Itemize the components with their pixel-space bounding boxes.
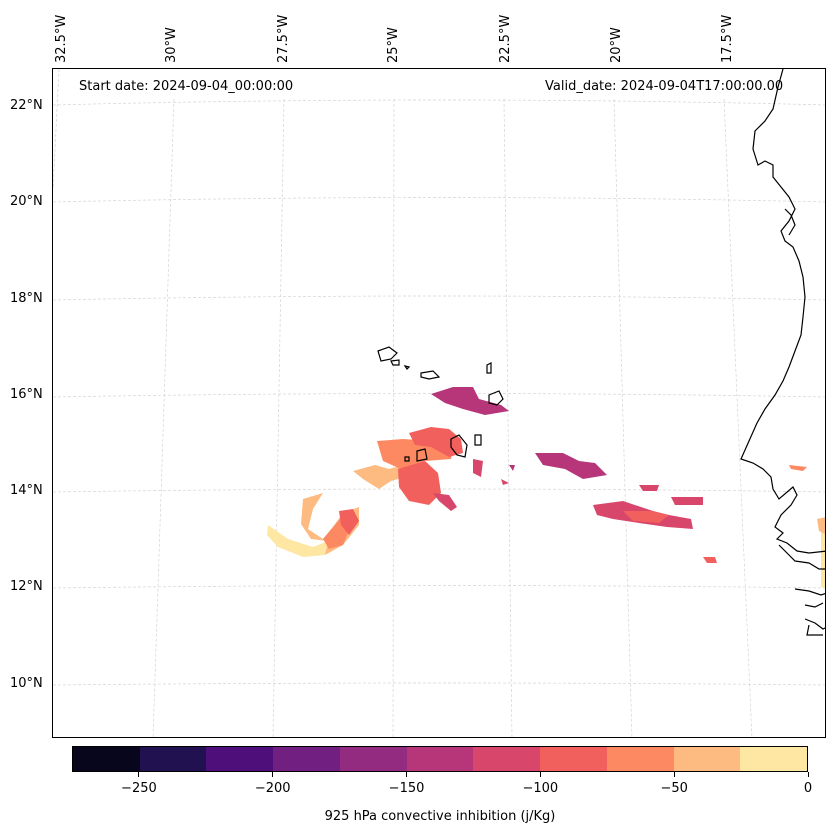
map-canvas [53,69,825,737]
island-maio [474,434,482,446]
cin-patch-coast-orange [789,465,807,471]
colorbar-segment [139,747,207,771]
colorbar-tick-label: −150 [388,781,425,796]
cin-patch-magenta-small [639,485,659,491]
cin-patch-light-central [353,465,405,489]
gridline-lat-20 [53,197,825,203]
lon-label-20w: 20°W [609,27,624,63]
lat-label-22n: 22°N [10,98,43,113]
lon-label-30w: 30°W [164,27,179,63]
map-panel [52,68,826,738]
cin-patch-purple-east [535,453,607,479]
colorbar-tick-label: −100 [522,781,559,796]
gridline-lat-18 [53,295,825,301]
coastline-africa [740,69,825,554]
gridline-lat-12 [53,585,825,589]
lon-label-17-5w: 17.5°W [720,14,735,63]
colorbar-segment [606,747,674,771]
gridline-lat-10 [53,682,825,686]
island-sal [486,362,492,374]
lon-label-27-5w: 27.5°W [276,14,291,63]
gridline-lon-20 [613,98,633,737]
lat-label-16n: 16°N [10,387,43,402]
graticule [53,69,825,737]
colorbar-segment [206,747,274,771]
valid-date-text: Valid_date: 2024-09-04T17:00:00.00 [545,79,784,94]
gridline-lon-17-5 [723,98,753,737]
cin-patch-small-south [703,557,717,563]
cin-patch-red-central-north [409,427,463,457]
island-fogo [416,448,428,462]
colorbar-segment [73,747,140,771]
coastline-guinea [794,588,825,636]
island-sao-nicolau [420,370,441,380]
cin-patch-tiny [501,479,509,485]
colorbar-segment [540,747,607,771]
colorbar-tick-mark [807,772,809,777]
gridline-lat-22 [53,99,825,106]
island-sao-vicente [390,359,400,366]
gridline-lon-22-5 [503,98,513,737]
coastlines [377,69,825,636]
lat-label-14n: 14°N [10,483,43,498]
colorbar-tick-mark [272,772,274,777]
island-brava [404,456,410,462]
coastline-africa-south [778,544,825,570]
island-santa-luzia [403,365,411,370]
lon-label-22-5w: 22.5°W [498,14,513,63]
cin-patch-magenta-right [671,497,703,505]
lat-label-20n: 20°N [10,194,43,209]
cin-patch-yellow-west [267,525,328,557]
cin-patch-pink-west [339,509,359,535]
colorbar-segment [740,747,808,771]
gridline-lon-25 [392,98,395,737]
lat-label-18n: 18°N [10,291,43,306]
colorbar-tick-label: 0 [803,781,813,796]
lon-label-32-5w: 32.5°W [54,14,69,63]
lon-label-25w: 25°W [386,27,401,63]
colorbar-tick-label: −50 [660,781,688,796]
gridline-lon-30 [152,98,175,737]
colorbar-segment [473,747,541,771]
colorbar-segment [673,747,741,771]
start-date-text: Start date: 2024-09-04_00:00:00 [79,79,294,94]
cin-patch-small-east [509,465,515,471]
cin-patch-small-pink [473,459,483,477]
colorbar [72,746,808,772]
coastline-western-sahara [784,208,796,236]
cin-patch-red-central [398,461,441,505]
lat-label-12n: 12°N [10,579,43,594]
colorbar-tick-label: −200 [254,781,291,796]
gridline-lon-32-5 [53,69,60,190]
cin-patch-coast-yellow [821,519,825,589]
colorbar-tick-mark [406,772,408,777]
colorbar-tick-mark [138,772,140,777]
island-boa-vista [488,390,504,406]
cin-fields [267,387,825,589]
cin-patch-coast-lightorange [817,517,825,534]
colorbar-tick-mark [673,772,675,777]
colorbar-segment [339,747,407,771]
cin-patch-magenta-tail [433,493,457,511]
lat-label-10n: 10°N [10,676,43,691]
cin-patch-orange-east [623,511,669,523]
colorbar-segment [273,747,340,771]
colorbar-tick-mark [539,772,541,777]
cin-patch-magenta-north [431,387,509,415]
island-santo-antao [377,346,398,362]
colorbar-tick-label: −250 [121,781,157,796]
colorbar-segment [406,747,474,771]
colorbar-title: 925 hPa convective inhibition (j/Kg) [324,809,556,824]
island-santiago [450,434,468,458]
gridline-lon-27-5 [272,98,285,737]
